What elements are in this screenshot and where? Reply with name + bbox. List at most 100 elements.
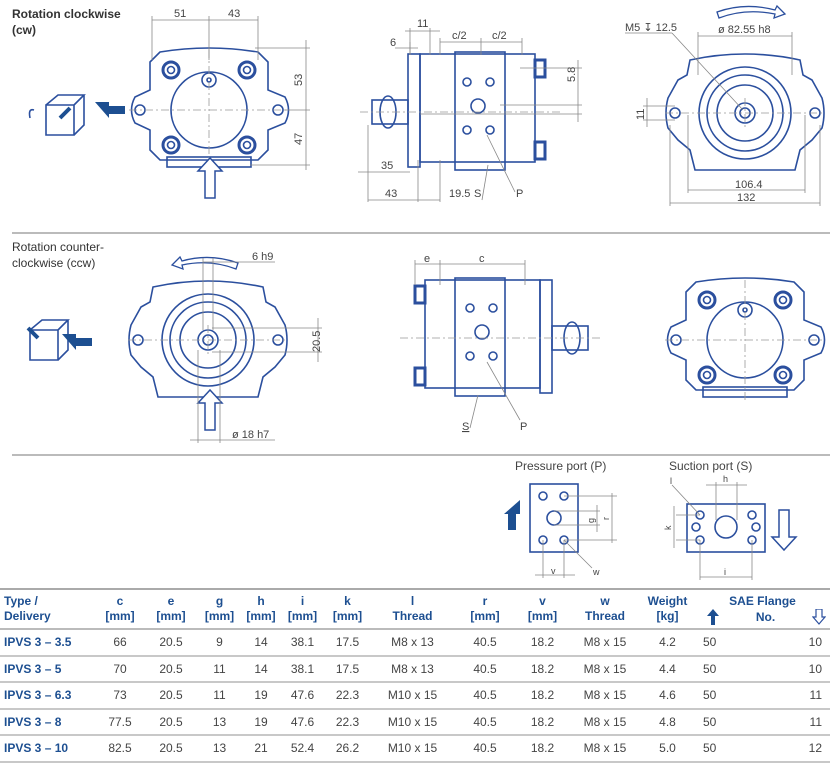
- cell-i: 38.1: [280, 629, 325, 657]
- cell-weight: 4.6: [640, 682, 695, 710]
- cell-v: 18.2: [515, 735, 570, 763]
- cell-l-thread: M8 x 13: [370, 655, 455, 683]
- cell-h: 14: [242, 629, 280, 657]
- cw-side-view: [358, 50, 562, 172]
- cw-dim-width-left: 51: [174, 8, 186, 20]
- header-i: i [mm]: [280, 588, 325, 630]
- cell-c: 77.5: [95, 708, 145, 736]
- suction-flow-arrow-icon: [197, 157, 223, 199]
- pressure-port-drawing: [529, 483, 617, 578]
- cell-sae-suction: 11: [740, 682, 830, 710]
- header-sae-flange: SAE Flange No.: [695, 588, 830, 630]
- cw-dim-shaft-total: 43: [385, 188, 397, 200]
- cw-dim-c-half-right: c/2: [492, 30, 507, 42]
- cw-rotation-arrow-icon: [716, 4, 787, 20]
- cell-g: 9: [197, 629, 242, 657]
- cell-w-thread: M8 x 15: [570, 655, 640, 683]
- cell-r: 40.5: [455, 655, 515, 683]
- cell-sae-pressure: 50: [695, 735, 740, 763]
- cell-g: 13: [197, 708, 242, 736]
- header-l: l Thread: [370, 588, 455, 630]
- cell-r: 40.5: [455, 682, 515, 710]
- cell-c: 66: [95, 629, 145, 657]
- cell-h: 19: [242, 682, 280, 710]
- header-c: c [mm]: [95, 588, 145, 630]
- cell-c: 82.5: [95, 735, 145, 763]
- cw-rear-dim-total-width: 132: [737, 192, 755, 204]
- pressure-dim-r: r: [601, 517, 611, 520]
- suction-port-drawing: [671, 482, 766, 580]
- cell-e: 20.5: [145, 708, 197, 736]
- header-weight: Weight [kg]: [640, 588, 695, 630]
- cw-front-dimensions: [151, 16, 310, 170]
- ccw-dim-shaft-diameter: ø 18 h7: [232, 429, 269, 441]
- cell-e: 20.5: [145, 682, 197, 710]
- ccw-title-line1: Rotation counter-: [12, 240, 104, 254]
- cw-dim-shaft-length: 35: [381, 160, 393, 172]
- header-type: Type / Delivery: [0, 588, 95, 630]
- cell-g: 11: [197, 655, 242, 683]
- cw-dim-height-top: 53: [293, 74, 305, 86]
- cell-w-thread: M8 x 15: [570, 735, 640, 763]
- cell-r: 40.5: [455, 708, 515, 736]
- pressure-dim-g: g: [586, 518, 596, 523]
- table-header-row: Type / Delivery c [mm] e [mm] g [mm] h [mm] i…: [0, 588, 830, 630]
- header-r: r [mm]: [455, 588, 515, 630]
- cell-h: 21: [242, 735, 280, 763]
- pressure-up-arrow-icon: [707, 609, 719, 625]
- cell-v: 18.2: [515, 682, 570, 710]
- table-row: IPVS 3 – 8 77.5 20.5 13 19 47.6 22.3 M10 x 15 40…: [0, 708, 830, 736]
- ccw-front-view: [127, 280, 289, 398]
- cw-dim-height-bottom: 47: [293, 133, 305, 145]
- cell-l-thread: M10 x 15: [370, 735, 455, 763]
- cell-sae-pressure: 50: [695, 655, 740, 683]
- cell-w-thread: M8 x 15: [570, 629, 640, 657]
- cell-r: 40.5: [455, 735, 515, 763]
- suction-dim-k: k: [663, 525, 673, 530]
- ccw-dim-key-height: 20.5: [311, 331, 323, 352]
- cell-k: 22.3: [325, 682, 370, 710]
- cw-dim-collar: 6: [390, 37, 396, 49]
- cw-dim-port-offset: 5.8: [566, 67, 578, 82]
- ccw-side-view: [398, 276, 602, 398]
- cw-dim-width-right: 43: [228, 8, 240, 20]
- cell-i: 38.1: [280, 655, 325, 683]
- header-v: v [mm]: [515, 588, 570, 630]
- cell-w-thread: M8 x 15: [570, 682, 640, 710]
- cell-v: 18.2: [515, 655, 570, 683]
- ccw-pressure-flow-arrow-icon: [62, 334, 92, 350]
- suction-down-arrow-icon: [812, 609, 826, 625]
- pressure-dim-w: w: [592, 567, 600, 577]
- cw-label-pressure: P: [516, 188, 523, 200]
- suction-port-title: Suction port (S): [669, 459, 752, 473]
- cw-rear-dim-bolt-span: 106.4: [735, 179, 763, 191]
- cw-dim-c-half-left: c/2: [452, 30, 467, 42]
- cell-sae-pressure: 50: [695, 708, 740, 736]
- cell-e: 20.5: [145, 629, 197, 657]
- cw-title-line1: Rotation clockwise: [12, 7, 121, 21]
- cell-e: 20.5: [145, 735, 197, 763]
- ccw-rotation-arrow-icon: [170, 255, 239, 271]
- table-row: IPVS 3 – 5 70 20.5 11 14 38.1 17.5 M8 x 13 40.5 1…: [0, 655, 830, 683]
- header-g: g [mm]: [197, 588, 242, 630]
- cell-i: 52.4: [280, 735, 325, 763]
- ccw-dim-e: e: [424, 253, 430, 265]
- cw-title-line2: (cw): [12, 23, 36, 37]
- cell-type: IPVS 3 – 8: [0, 708, 95, 736]
- suction-arrow-icon: [771, 509, 797, 551]
- cell-weight: 5.0: [640, 735, 695, 763]
- ccw-rotation-icon: [26, 319, 69, 361]
- cw-dim-flange: 11: [417, 18, 428, 30]
- ccw-label-suction: S: [462, 421, 469, 433]
- header-h: h [mm]: [242, 588, 280, 630]
- cell-k: 17.5: [325, 629, 370, 657]
- table-row: IPVS 3 – 3.5 66 20.5 9 14 38.1 17.5 M8 x 13 40.5…: [0, 629, 830, 657]
- cell-weight: 4.8: [640, 708, 695, 736]
- cell-i: 47.6: [280, 682, 325, 710]
- ccw-rear-view: [663, 276, 827, 402]
- cell-i: 47.6: [280, 708, 325, 736]
- cell-type: IPVS 3 – 5: [0, 655, 95, 683]
- ccw-dim-c: c: [479, 253, 485, 265]
- suction-dim-h: h: [723, 474, 728, 484]
- header-w: w Thread: [570, 588, 640, 630]
